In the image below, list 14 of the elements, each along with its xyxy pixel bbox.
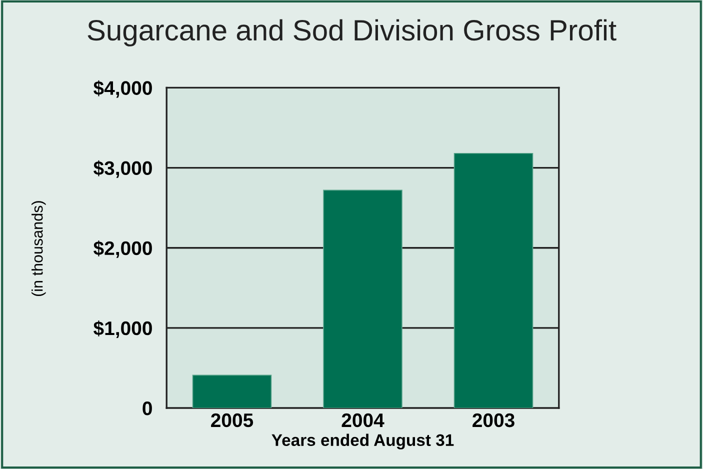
y-tick-label: $3,000 <box>94 160 152 178</box>
y-tick-label: 0 <box>142 402 152 416</box>
x-tick-label: 2004 <box>342 413 384 428</box>
y-tick-label: $2,000 <box>94 240 152 258</box>
x-tick-label: 2005 <box>211 413 254 428</box>
x-axis-title: Years ended August 31 <box>272 434 454 450</box>
y-tick-label: $4,000 <box>94 80 152 98</box>
y-axis-title: (in thousands) <box>32 201 46 296</box>
y-tick-label: $1,000 <box>94 320 152 338</box>
bar <box>454 152 534 408</box>
bar <box>192 374 272 408</box>
x-tick-label: 2003 <box>472 413 514 428</box>
chart-title: Sugarcane and Sod Division Gross Profit <box>88 19 616 46</box>
bar <box>323 190 402 408</box>
